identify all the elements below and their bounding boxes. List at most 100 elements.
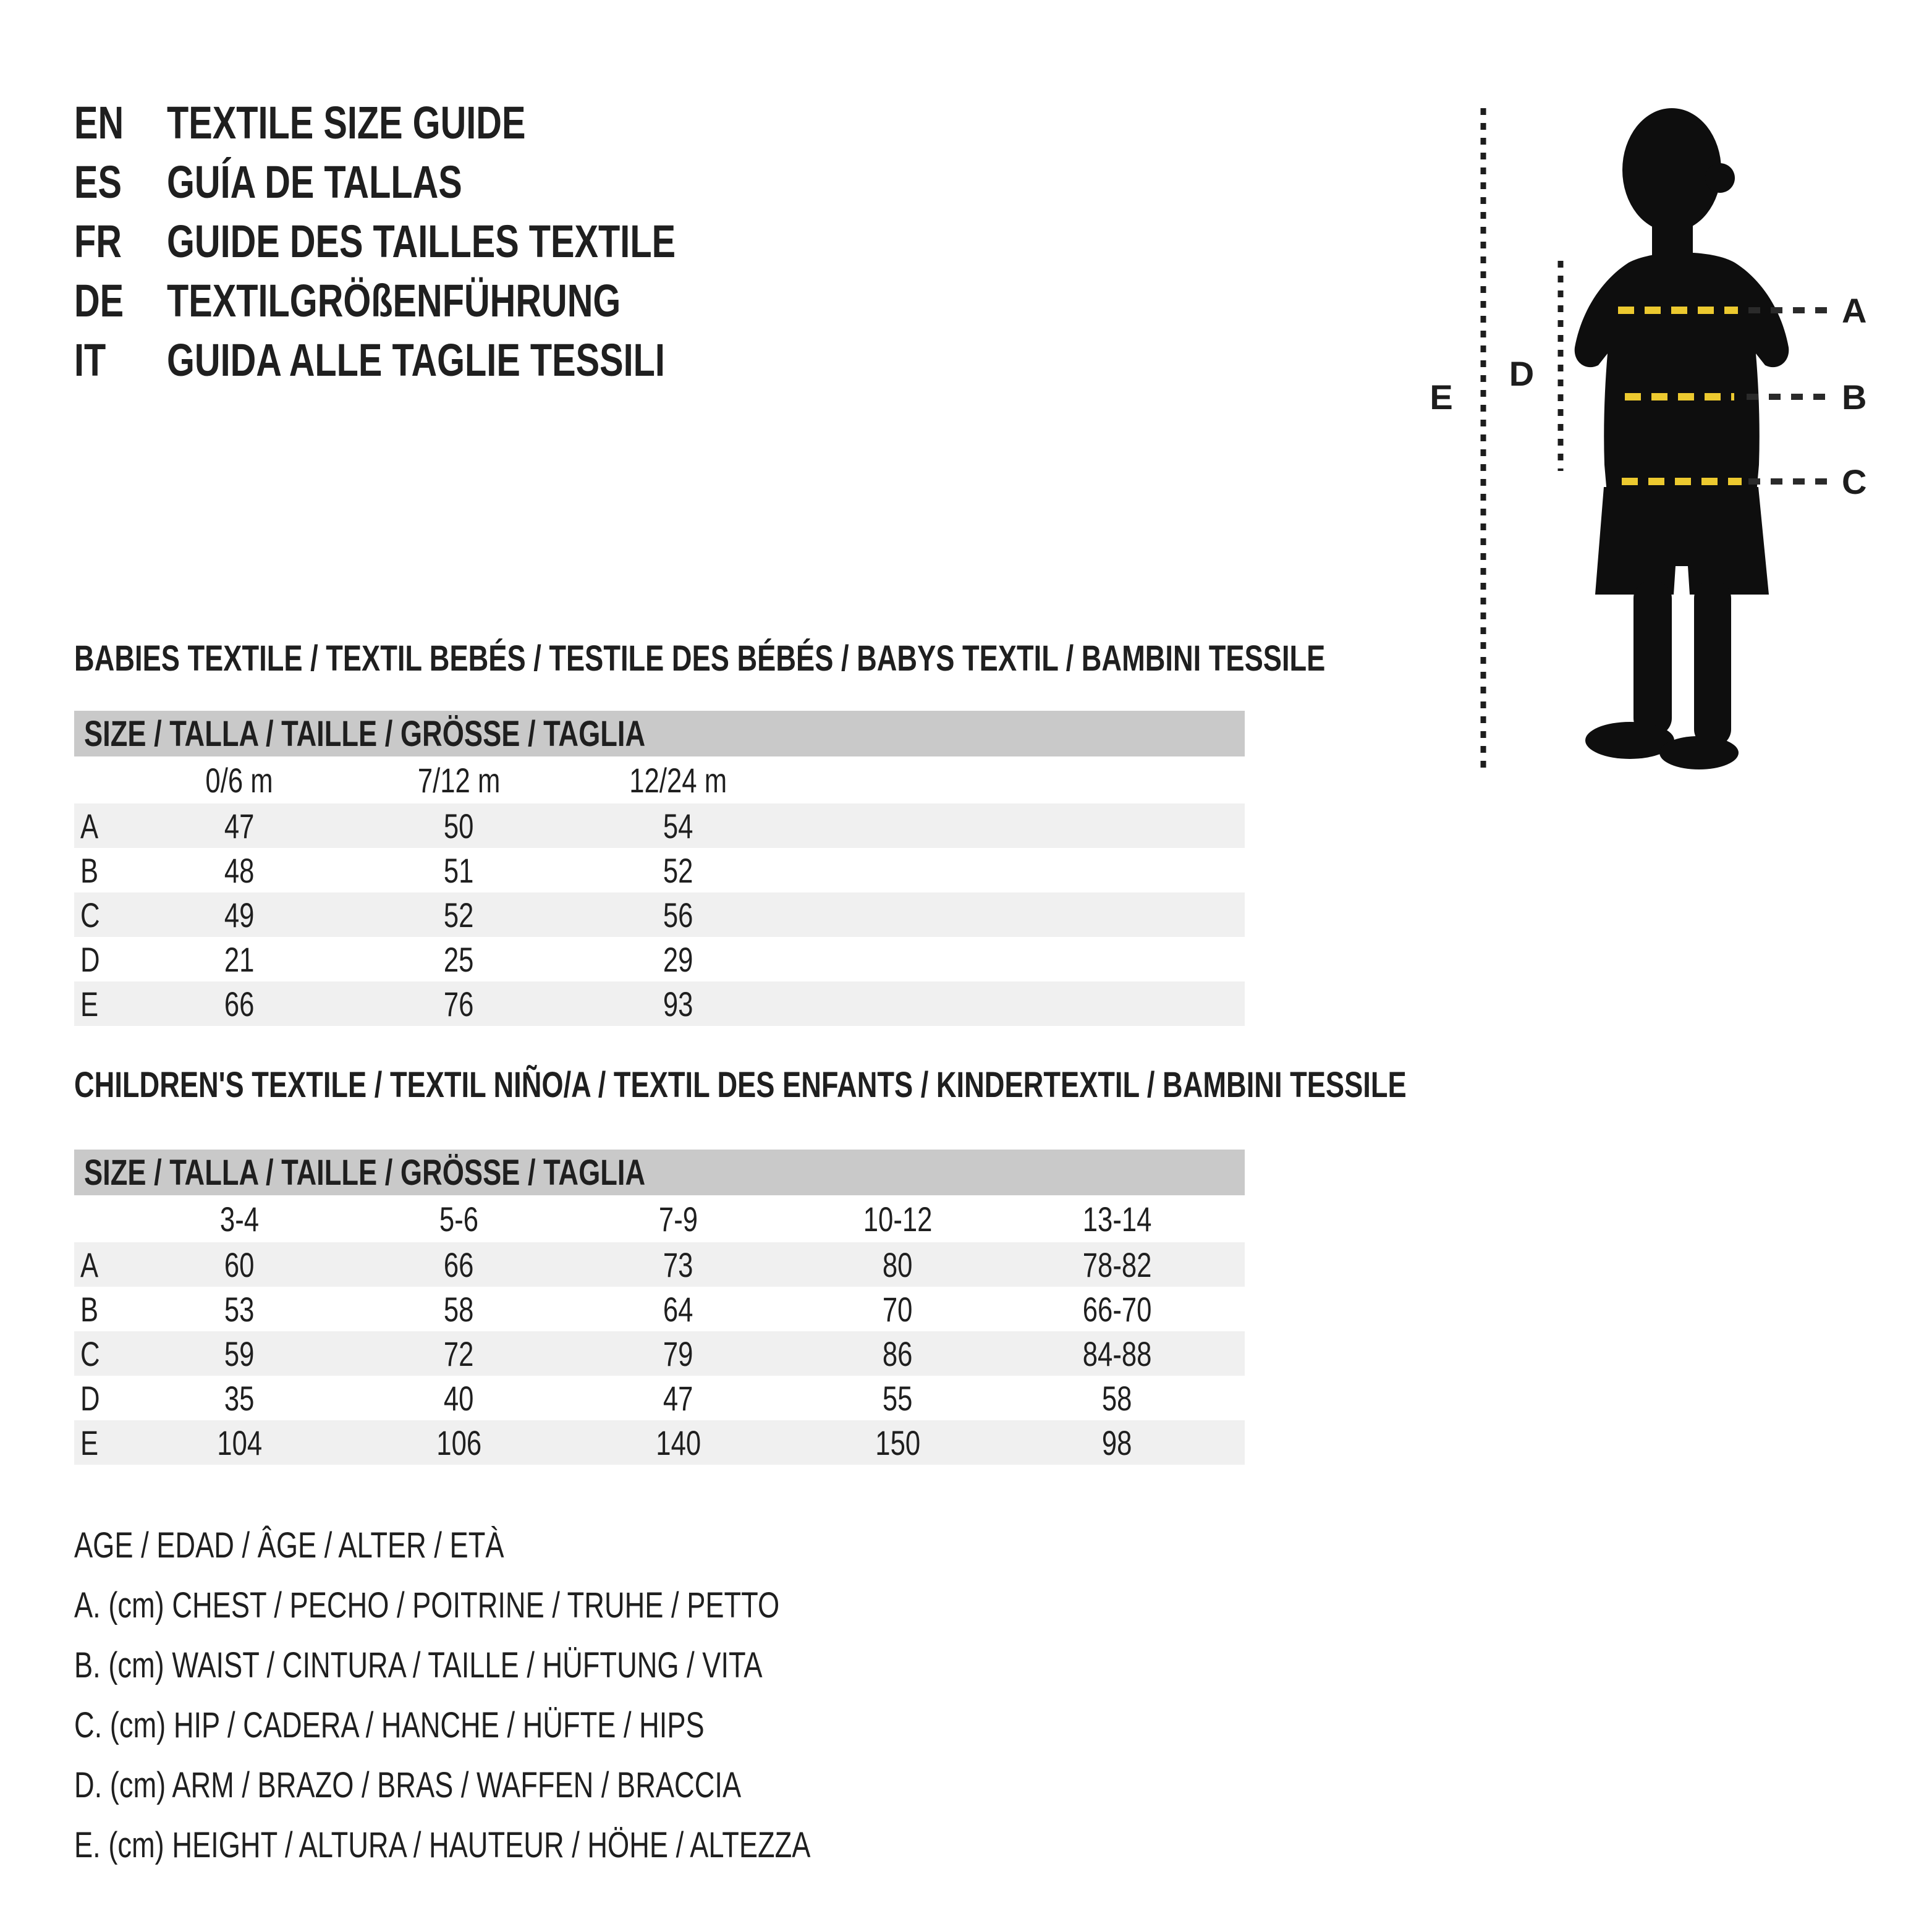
- legend-line: A. (cm) CHEST / PECHO / POITRINE / TRUHE…: [74, 1585, 780, 1625]
- table-row: E 104 106 140 150 98: [74, 1420, 1245, 1465]
- size-cell: 79: [663, 1334, 693, 1373]
- table-row: D 21 25 29: [74, 937, 1245, 981]
- column-header: 13-14: [1082, 1199, 1152, 1239]
- measurement-diagram: A B C D E: [1430, 108, 1866, 769]
- label-height: E: [1430, 378, 1452, 417]
- size-cell: 84-88: [1082, 1334, 1152, 1373]
- language-row: EN TEXTILE SIZE GUIDE: [74, 93, 819, 152]
- size-cell: 66-70: [1082, 1289, 1152, 1329]
- language-title: TEXTILE SIZE GUIDE: [167, 96, 526, 148]
- language-title: TEXTILGRÖßENFÜHRUNG: [167, 274, 621, 326]
- size-cell: 21: [224, 939, 255, 979]
- language-code: FR: [74, 215, 122, 267]
- size-cell: 50: [444, 806, 474, 845]
- size-cell: 29: [663, 939, 693, 979]
- row-label: B: [80, 850, 99, 890]
- size-cell: 52: [663, 850, 693, 890]
- table-row: D 35 40 47 55 58: [74, 1376, 1245, 1420]
- column-header: 7/12 m: [417, 760, 501, 800]
- size-cell: 80: [883, 1245, 913, 1284]
- column-header: 7-9: [658, 1199, 698, 1239]
- legend-line: E. (cm) HEIGHT / ALTURA / HAUTEUR / HÖHE…: [74, 1825, 811, 1865]
- babies-size-table: SIZE / TALLA / TAILLE / GRÖSSE / TAGLIA …: [74, 711, 1245, 1026]
- size-cell: 66: [224, 984, 255, 1023]
- size-cell: 40: [444, 1378, 474, 1418]
- legend-line: AGE / EDAD / ÂGE / ALTER / ETÀ: [74, 1525, 504, 1566]
- children-column-headers: 3-4 5-6 7-9 10-12 13-14: [74, 1195, 1245, 1242]
- table-row: B 48 51 52: [74, 848, 1245, 892]
- size-cell: 59: [224, 1334, 255, 1373]
- size-cell: 48: [224, 850, 255, 890]
- size-header-bar: SIZE / TALLA / TAILLE / GRÖSSE / TAGLIA: [74, 711, 1245, 756]
- column-header: 0/6 m: [205, 760, 274, 800]
- size-cell: 49: [224, 895, 255, 934]
- language-title-list: EN TEXTILE SIZE GUIDE ES GUÍA DE TALLAS …: [74, 93, 819, 389]
- size-cell: 104: [217, 1423, 262, 1462]
- legend-line: C. (cm) HIP / CADERA / HANCHE / HÜFTE / …: [74, 1705, 705, 1745]
- size-cell: 140: [656, 1423, 701, 1462]
- size-header-bar: SIZE / TALLA / TAILLE / GRÖSSE / TAGLIA: [74, 1150, 1245, 1195]
- size-cell: 51: [444, 850, 474, 890]
- size-cell: 106: [436, 1423, 481, 1462]
- size-cell: 47: [663, 1378, 693, 1418]
- language-code: EN: [74, 96, 124, 148]
- legend-line: D. (cm) ARM / BRAZO / BRAS / WAFFEN / BR…: [74, 1765, 742, 1805]
- language-row: DE TEXTILGRÖßENFÜHRUNG: [74, 271, 819, 330]
- size-cell: 70: [883, 1289, 913, 1329]
- language-title: GUÍA DE TALLAS: [167, 156, 462, 208]
- row-label: A: [80, 806, 99, 845]
- size-cell: 98: [1102, 1423, 1132, 1462]
- table-row: C 49 52 56: [74, 892, 1245, 937]
- child-silhouette: [1574, 108, 1789, 769]
- size-cell: 86: [883, 1334, 913, 1373]
- size-cell: 53: [224, 1289, 255, 1329]
- size-cell: 58: [1102, 1378, 1132, 1418]
- size-cell: 58: [444, 1289, 474, 1329]
- size-cell: 64: [663, 1289, 693, 1329]
- column-header: 12/24 m: [629, 760, 727, 800]
- row-label: C: [80, 1334, 100, 1373]
- size-cell: 73: [663, 1245, 693, 1284]
- size-cell: 150: [875, 1423, 920, 1462]
- size-cell: 56: [663, 895, 693, 934]
- row-label: A: [80, 1245, 99, 1284]
- legend-line: B. (cm) WAIST / CINTURA / TAILLE / HÜFTU…: [74, 1645, 763, 1685]
- size-cell: 25: [444, 939, 474, 979]
- column-header: 10-12: [863, 1199, 933, 1239]
- row-label: B: [80, 1289, 99, 1329]
- size-cell: 47: [224, 806, 255, 845]
- language-row: ES GUÍA DE TALLAS: [74, 152, 819, 211]
- table-row: A 60 66 73 80 78-82: [74, 1242, 1245, 1287]
- babies-section-title: BABIES TEXTILE / TEXTIL BEBÉS / TESTILE …: [74, 638, 1326, 679]
- label-waist: B: [1842, 378, 1866, 417]
- column-header: 5-6: [439, 1199, 479, 1239]
- size-cell: 55: [883, 1378, 913, 1418]
- language-code: DE: [74, 274, 124, 326]
- size-cell: 54: [663, 806, 693, 845]
- table-row: B 53 58 64 70 66-70: [74, 1287, 1245, 1331]
- children-size-table: SIZE / TALLA / TAILLE / GRÖSSE / TAGLIA …: [74, 1150, 1245, 1465]
- label-chest: A: [1842, 291, 1866, 330]
- row-label: D: [80, 1378, 100, 1418]
- size-cell: 72: [444, 1334, 474, 1373]
- table-row: A 47 50 54: [74, 803, 1245, 848]
- label-arm: D: [1509, 354, 1534, 393]
- row-label: D: [80, 939, 100, 979]
- size-cell: 76: [444, 984, 474, 1023]
- size-cell: 66: [444, 1245, 474, 1284]
- row-label: E: [80, 984, 99, 1023]
- column-header: 3-4: [219, 1199, 260, 1239]
- language-row: IT GUIDA ALLE TAGLIE TESSILI: [74, 330, 819, 389]
- language-row: FR GUIDE DES TAILLES TEXTILE: [74, 211, 819, 271]
- size-cell: 60: [224, 1245, 255, 1284]
- size-cell: 78-82: [1082, 1245, 1152, 1284]
- babies-column-headers: 0/6 m 7/12 m 12/24 m: [74, 756, 1245, 803]
- size-cell: 93: [663, 984, 693, 1023]
- table-row: E 66 76 93: [74, 981, 1245, 1026]
- label-hip: C: [1842, 462, 1866, 501]
- row-label: C: [80, 895, 100, 934]
- row-label: E: [80, 1423, 99, 1462]
- size-cell: 52: [444, 895, 474, 934]
- size-cell: 35: [224, 1378, 255, 1418]
